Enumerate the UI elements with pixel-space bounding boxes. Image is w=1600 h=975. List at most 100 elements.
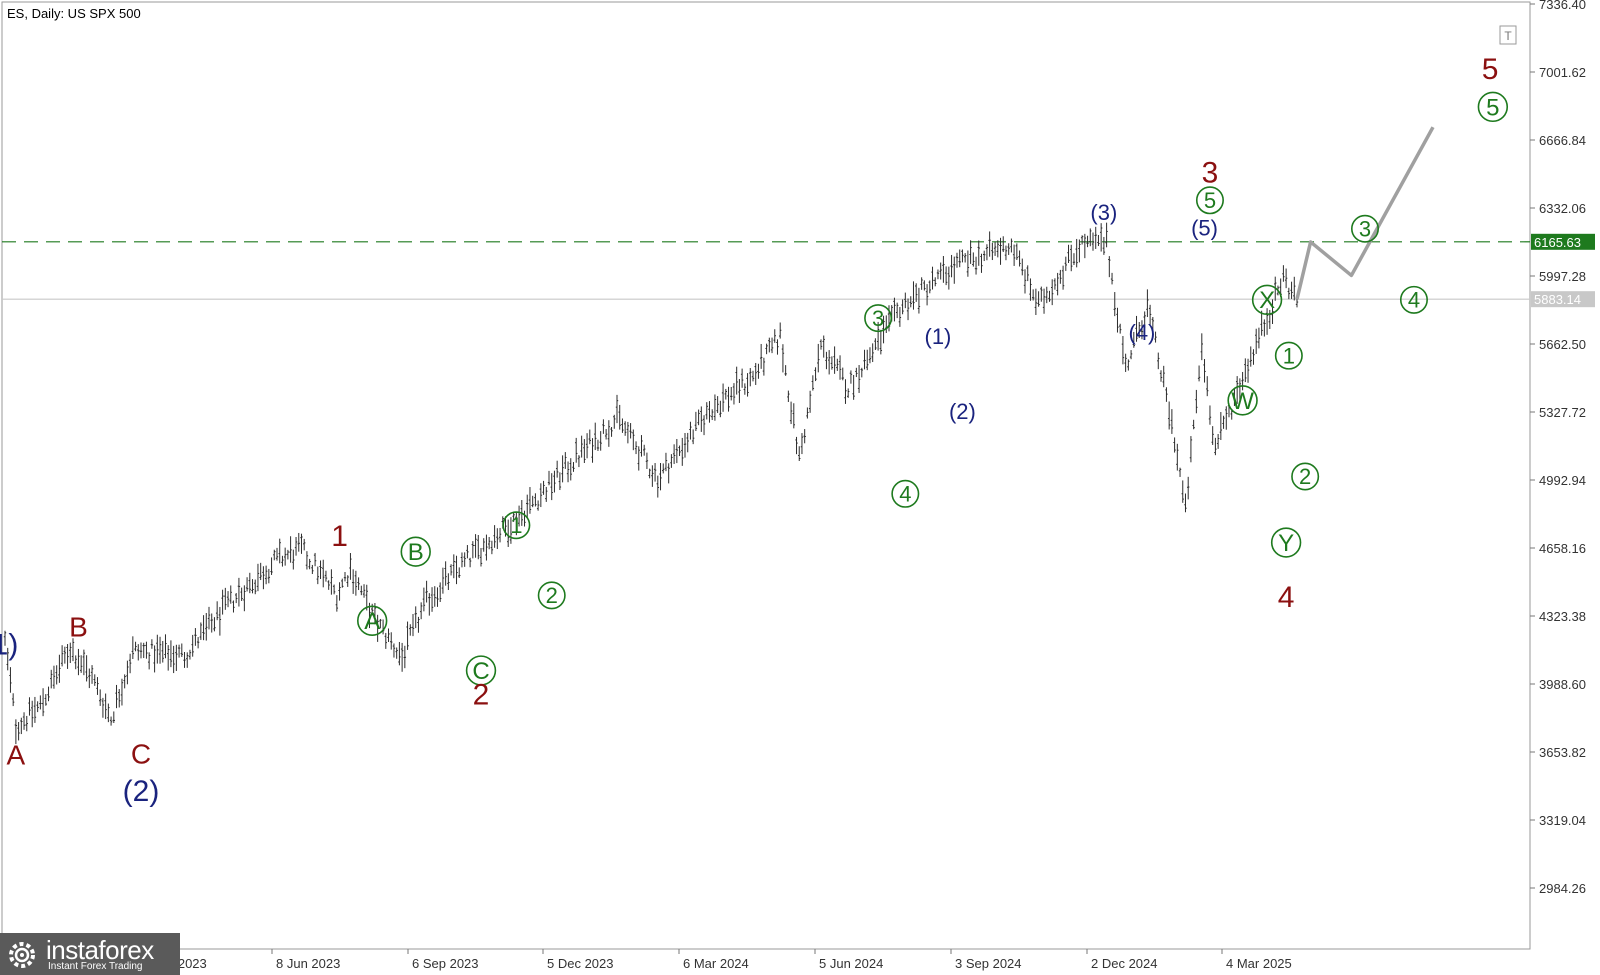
- price-bar: [852, 374, 855, 400]
- price-bar: [765, 343, 768, 355]
- price-bar: [414, 606, 417, 629]
- price-bar: [1165, 387, 1168, 402]
- price-bar: [1021, 258, 1024, 276]
- price-bar: [33, 696, 37, 723]
- price-bar: [808, 390, 812, 413]
- price-bar: [871, 343, 874, 363]
- y-tick-label: 6332.06: [1539, 201, 1586, 216]
- price-bar: [52, 665, 56, 689]
- price-bar: [79, 655, 83, 673]
- price-bar: [183, 652, 186, 668]
- price-bar: [757, 363, 760, 379]
- price-bar: [1178, 467, 1182, 477]
- price-bar: [825, 351, 828, 370]
- price-bar: [327, 580, 330, 590]
- price-bar: [1099, 223, 1103, 252]
- price-bar: [115, 684, 118, 709]
- price-bar: [550, 473, 553, 501]
- price-bar: [294, 536, 298, 556]
- circled-wave-label: 1: [1274, 341, 1303, 370]
- price-bar: [196, 637, 200, 649]
- price-bar: [863, 349, 866, 370]
- price-bar: [400, 642, 404, 672]
- branding-name: instaforex: [46, 935, 154, 965]
- price-bar: [221, 589, 224, 615]
- price-bar: [1121, 336, 1125, 365]
- price-bar: [746, 373, 749, 397]
- price-bar: [762, 357, 766, 376]
- price-bar: [3, 630, 7, 646]
- circled-wave-label: 1: [502, 511, 531, 540]
- price-bar: [156, 634, 159, 664]
- price-bar: [531, 495, 534, 508]
- price-bar: [583, 439, 586, 464]
- price-bar: [248, 572, 251, 594]
- price-bar: [906, 298, 910, 321]
- price-bar: [1181, 480, 1184, 503]
- price-bar: [779, 322, 782, 339]
- x-tick-label: 4 Mar 2025: [1226, 956, 1292, 971]
- price-bar: [1265, 308, 1269, 335]
- price-bar: [1151, 316, 1155, 332]
- price-bar: [670, 454, 673, 468]
- price-bar: [1206, 376, 1209, 397]
- price-bar: [436, 587, 439, 607]
- price-bar: [1048, 290, 1051, 302]
- svg-text:3: 3: [1359, 216, 1371, 241]
- price-bar: [792, 403, 795, 429]
- price-bar: [384, 632, 387, 649]
- circled-wave-label: W: [1227, 385, 1258, 416]
- price-bar: [1094, 226, 1097, 249]
- svg-text:B: B: [408, 539, 424, 566]
- price-bar: [991, 242, 994, 261]
- price-bar: [351, 569, 355, 594]
- price-bar: [1249, 346, 1252, 367]
- price-bar: [365, 584, 368, 611]
- price-bar: [1091, 232, 1095, 251]
- price-bar: [398, 642, 401, 666]
- price-bar: [1083, 233, 1087, 259]
- svg-text:T: T: [1504, 29, 1512, 43]
- price-bar: [1002, 236, 1005, 253]
- price-level-tag: [1531, 291, 1595, 308]
- price-bar: [721, 383, 725, 412]
- price-bar: [1040, 286, 1043, 302]
- price-bar: [273, 549, 276, 561]
- price-bar: [313, 552, 317, 567]
- price-bar: [735, 366, 738, 395]
- template-icon[interactable]: T: [1499, 25, 1517, 45]
- svg-text:3: 3: [872, 306, 884, 331]
- price-bar: [833, 346, 836, 374]
- svg-text:5: 5: [1482, 53, 1499, 86]
- y-tick-label: 6666.84: [1539, 133, 1586, 148]
- price-bar: [243, 585, 246, 612]
- price-bar: [71, 638, 75, 662]
- svg-text:2: 2: [546, 583, 558, 608]
- price-bar: [237, 577, 241, 607]
- price-bar: [594, 422, 597, 451]
- price-bar: [947, 266, 951, 290]
- circled-wave-label: 3: [1351, 214, 1380, 243]
- price-bar: [482, 538, 485, 552]
- price-bar: [403, 645, 407, 669]
- svg-text:(1): (1): [925, 324, 952, 349]
- price-bar: [732, 383, 736, 405]
- price-bar: [104, 693, 107, 720]
- price-bar: [613, 414, 616, 429]
- x-tick-label: 3 Sep 2024: [955, 956, 1022, 971]
- price-bar: [759, 343, 763, 369]
- price-bar: [740, 368, 744, 388]
- price-bar: [876, 321, 880, 351]
- circled-wave-label: 5: [1477, 91, 1509, 123]
- price-bar: [1214, 437, 1217, 456]
- price-bar: [311, 564, 314, 575]
- price-bar: [664, 452, 668, 472]
- price-bar: [1154, 331, 1157, 343]
- svg-text:(3): (3): [1090, 200, 1117, 225]
- price-bar: [1031, 289, 1035, 301]
- price-bar: [55, 665, 58, 685]
- price-bar: [493, 525, 496, 548]
- price-bar: [803, 429, 806, 444]
- price-bar: [536, 500, 540, 511]
- price-bar: [724, 388, 727, 400]
